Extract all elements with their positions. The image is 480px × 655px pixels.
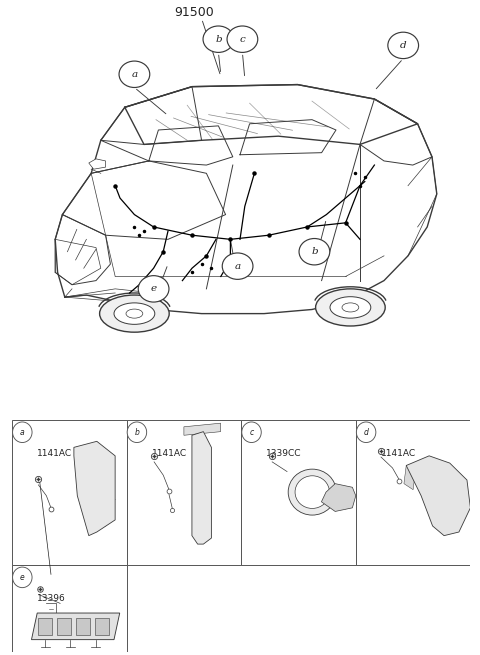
Bar — [241, 420, 356, 565]
Circle shape — [12, 567, 32, 588]
Text: 1141AC: 1141AC — [37, 449, 72, 458]
Bar — [76, 618, 90, 635]
Text: b: b — [311, 247, 318, 256]
Circle shape — [227, 26, 258, 52]
Text: b: b — [215, 35, 222, 44]
Circle shape — [119, 61, 150, 88]
Text: d: d — [364, 428, 369, 437]
Polygon shape — [406, 456, 470, 536]
Ellipse shape — [126, 309, 143, 318]
Text: 1141AC: 1141AC — [152, 449, 187, 458]
Ellipse shape — [288, 469, 336, 515]
Circle shape — [299, 238, 330, 265]
Text: 13396: 13396 — [37, 594, 66, 603]
Ellipse shape — [114, 303, 155, 324]
Ellipse shape — [295, 476, 329, 508]
Circle shape — [138, 276, 169, 302]
Text: 1339CC: 1339CC — [266, 449, 302, 458]
Polygon shape — [192, 432, 211, 544]
Text: e: e — [151, 284, 156, 293]
Circle shape — [203, 26, 234, 52]
Ellipse shape — [316, 289, 385, 326]
Circle shape — [388, 32, 419, 58]
Bar — [12, 565, 127, 652]
Polygon shape — [404, 466, 415, 490]
Polygon shape — [32, 613, 120, 640]
Text: c: c — [240, 35, 245, 44]
Bar — [38, 618, 52, 635]
Text: b: b — [134, 428, 139, 437]
Bar — [12, 420, 127, 565]
Text: a: a — [132, 70, 137, 79]
Text: e: e — [20, 573, 24, 582]
Circle shape — [242, 422, 261, 443]
Polygon shape — [74, 441, 115, 536]
Bar — [95, 618, 109, 635]
Bar — [57, 618, 71, 635]
Circle shape — [127, 422, 147, 443]
Text: 91500: 91500 — [175, 6, 214, 19]
Bar — [356, 420, 470, 565]
Text: a: a — [20, 428, 24, 437]
Ellipse shape — [342, 303, 359, 312]
Circle shape — [356, 422, 376, 443]
Text: d: d — [400, 41, 407, 50]
Polygon shape — [89, 159, 106, 169]
Text: 1141AC: 1141AC — [381, 449, 416, 458]
Polygon shape — [184, 423, 221, 436]
Ellipse shape — [330, 297, 371, 318]
Circle shape — [222, 253, 253, 280]
Polygon shape — [322, 483, 356, 512]
Text: c: c — [250, 428, 253, 437]
Bar — [127, 420, 241, 565]
Circle shape — [12, 422, 32, 443]
Ellipse shape — [99, 295, 169, 332]
Text: a: a — [235, 261, 240, 271]
